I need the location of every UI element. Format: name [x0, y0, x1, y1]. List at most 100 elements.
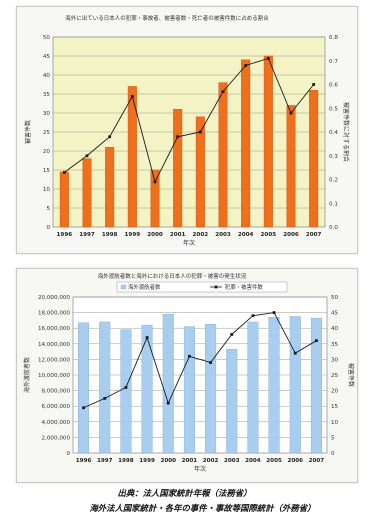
x-tick-label: 1999	[125, 232, 141, 238]
chart-top: 海外に出ている日本人の犯罪・事故者、被害者数・死亡者の被害件数に占める割合 0 5 1…	[24, 14, 350, 247]
bar	[226, 349, 238, 454]
y-tick-label: 10	[43, 187, 51, 193]
x-tick-label: 2006	[283, 232, 299, 238]
bar	[105, 146, 115, 228]
bar	[150, 169, 160, 228]
x-tick-label: 2007	[309, 458, 325, 464]
line-point	[221, 90, 225, 94]
y2-axis-title: 被害件数	[347, 363, 355, 387]
bar	[195, 116, 205, 228]
x-tick-label: 2006	[287, 458, 303, 464]
y2-tick-label: 30	[331, 357, 339, 363]
y2-tick-label: 0.3	[329, 154, 338, 160]
source-line-1: 出典：法人国家統計年報（法務省）	[117, 488, 252, 498]
x-tick-label: 2003	[215, 232, 231, 238]
line-point	[82, 406, 85, 410]
y2-tick-label: 0.6	[329, 83, 338, 89]
y2-tick-label: 0.4	[329, 130, 338, 136]
legend-label-line: 犯罪・被害件数	[225, 283, 263, 291]
line-point	[251, 314, 255, 318]
line-point	[108, 135, 112, 139]
y2-tick-label: 5	[331, 435, 335, 441]
y2-tick-label: 0.2	[329, 178, 338, 184]
line-point	[266, 56, 270, 60]
bar	[241, 59, 251, 228]
y2-tick-label: 10	[331, 420, 339, 426]
y2-tick-label: 0.0	[329, 225, 338, 231]
bar	[59, 171, 69, 228]
y-tick-label: 35	[43, 92, 51, 98]
line-point	[145, 336, 149, 339]
y-tick-label: 0	[46, 225, 50, 231]
x-tick-label: 1996	[57, 232, 73, 238]
y-tick-label: 0	[66, 451, 70, 457]
bar	[82, 158, 92, 228]
line-point	[272, 311, 276, 314]
chart-bottom: 海外渡航者数と海外における日本人の犯罪・被害の発生状況 0 2,000,000 4,0…	[23, 272, 355, 473]
series-line	[83, 312, 317, 409]
y-axis-title: 被害件数	[24, 120, 32, 144]
y-tick-label: 18,000,000	[38, 311, 70, 317]
x-tick-label: 2003	[224, 458, 240, 464]
bar	[120, 329, 132, 454]
legend-swatch-point	[214, 285, 218, 289]
series-line	[64, 57, 315, 184]
line-point	[85, 154, 89, 158]
x-tick-label: 2000	[160, 458, 176, 464]
y2-tick-label: 50	[331, 295, 339, 301]
y-tick-label: 15	[43, 168, 51, 174]
x-tick-label: 1998	[102, 232, 118, 238]
y-tick-label: 14,000,000	[38, 342, 70, 348]
line-point	[198, 130, 202, 134]
x-tick-label: 1997	[97, 458, 113, 464]
x-tick-label: 1996	[76, 458, 92, 464]
bar	[205, 324, 217, 454]
x-tick-label: 2007	[306, 232, 322, 238]
line-point	[244, 64, 248, 67]
line-point	[230, 333, 234, 336]
line-point	[153, 180, 157, 184]
line-point	[188, 354, 191, 358]
y-tick-label: 25	[43, 130, 51, 136]
x-tick-label: 2000	[147, 232, 163, 238]
y2-tick-label: 0.8	[329, 35, 338, 41]
line-point	[176, 135, 180, 139]
y-tick-label: 12,000,000	[38, 357, 70, 363]
line-point	[209, 361, 212, 364]
legend-label-bar: 海外渡航者数	[128, 283, 161, 291]
x-tick-label: 1999	[139, 458, 155, 464]
bar	[141, 324, 153, 454]
y-tick-label: 10,000,000	[38, 373, 70, 379]
y2-tick-label: 35	[331, 342, 339, 348]
legend-box	[116, 281, 288, 293]
y2-tick-label: 40	[331, 326, 339, 332]
x-axis-title: 年次	[183, 239, 195, 247]
bar	[218, 82, 228, 228]
y-tick-label: 6,000,000	[42, 404, 71, 410]
y2-tick-label: 0.7	[329, 59, 338, 65]
bar	[247, 321, 259, 454]
line-point	[62, 170, 66, 174]
source-line-2: 海外法人国家統計・各年の事件・事故等国際統計（外務省）	[89, 503, 316, 513]
chart-panel-top: 海外に出ている日本人の犯罪・事故者、被害者数・死亡者の被害件数に占める割合 0 5 1…	[16, 6, 358, 254]
bar	[309, 89, 319, 228]
line-point	[130, 94, 134, 98]
y-tick-label: 30	[43, 111, 51, 117]
x-tick-label: 2001	[182, 458, 198, 464]
y2-tick-label: 25	[331, 373, 339, 379]
chart-title: 海外に出ている日本人の犯罪・事故者、被害者数・死亡者の被害件数に占める割合	[65, 14, 269, 22]
line-point	[124, 386, 128, 389]
x-axis-title: 年次	[194, 465, 206, 473]
line-point	[289, 111, 293, 115]
bar	[162, 313, 174, 454]
y2-tick-label: 15	[331, 404, 339, 410]
y-tick-label: 16,000,000	[38, 326, 70, 332]
y-tick-label: 20,000,000	[38, 295, 70, 301]
x-tick-label: 2005	[261, 232, 277, 238]
chart-title: 海外渡航者数と海外における日本人の犯罪・被害の発生状況	[98, 272, 247, 280]
line-point	[166, 401, 170, 405]
line-point	[312, 83, 316, 86]
line-point	[103, 397, 107, 400]
legend-swatch-bar	[120, 284, 127, 290]
y-tick-label: 50	[43, 35, 51, 41]
